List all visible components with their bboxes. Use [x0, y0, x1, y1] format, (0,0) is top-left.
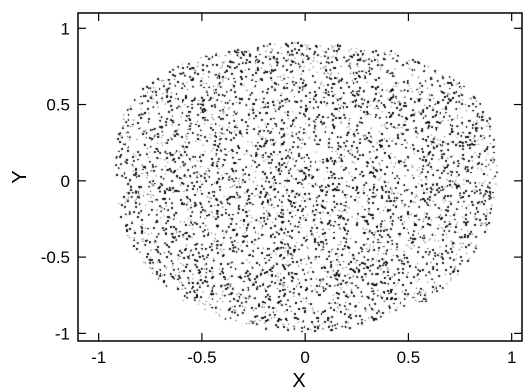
y-axis-title: Y	[9, 170, 31, 183]
y-tick-label: -0.5	[41, 248, 70, 267]
plot-area-border	[77, 12, 523, 342]
x-axis: -1 -0.5 0 0.5 1	[91, 13, 516, 367]
x-tick-label: -1	[91, 348, 106, 367]
y-tick-label: 0	[61, 172, 70, 191]
y-tick-label: -1	[55, 324, 70, 343]
x-tick-label: 1	[507, 348, 516, 367]
y-tick-label: 0.5	[46, 96, 70, 115]
x-tick-label: -0.5	[187, 348, 216, 367]
x-tick-label: 0	[300, 348, 309, 367]
x-axis-title: X	[292, 370, 305, 392]
y-tick-label: 1	[61, 19, 70, 38]
scatter-points	[78, 13, 522, 341]
y-axis: -1 -0.5 0 0.5 1	[41, 19, 522, 343]
x-tick-label: 0.5	[397, 348, 421, 367]
